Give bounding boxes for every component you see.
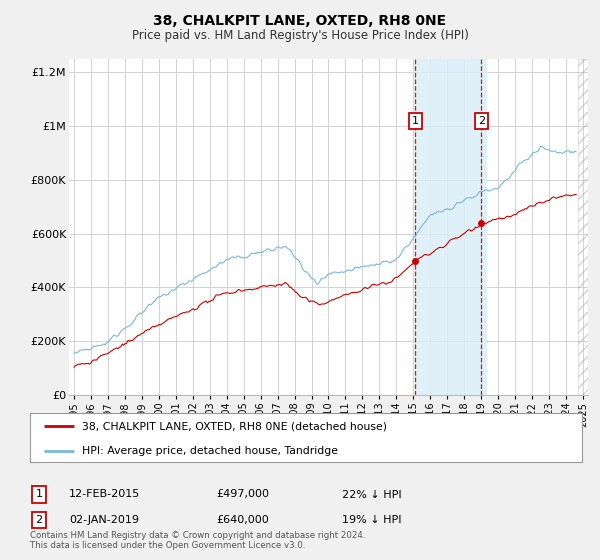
Text: 2: 2 bbox=[35, 515, 43, 525]
Bar bbox=[578, 59, 588, 395]
Text: 38, CHALKPIT LANE, OXTED, RH8 0NE (detached house): 38, CHALKPIT LANE, OXTED, RH8 0NE (detac… bbox=[82, 421, 388, 431]
Text: 02-JAN-2019: 02-JAN-2019 bbox=[69, 515, 139, 525]
Text: HPI: Average price, detached house, Tandridge: HPI: Average price, detached house, Tand… bbox=[82, 446, 338, 456]
Text: £640,000: £640,000 bbox=[216, 515, 269, 525]
Text: 12-FEB-2015: 12-FEB-2015 bbox=[69, 489, 140, 500]
Text: Price paid vs. HM Land Registry's House Price Index (HPI): Price paid vs. HM Land Registry's House … bbox=[131, 29, 469, 42]
Text: Contains HM Land Registry data © Crown copyright and database right 2024.
This d: Contains HM Land Registry data © Crown c… bbox=[30, 530, 365, 550]
Text: £497,000: £497,000 bbox=[216, 489, 269, 500]
Text: 19% ↓ HPI: 19% ↓ HPI bbox=[342, 515, 401, 525]
Text: 22% ↓ HPI: 22% ↓ HPI bbox=[342, 489, 401, 500]
Text: 38, CHALKPIT LANE, OXTED, RH8 0NE: 38, CHALKPIT LANE, OXTED, RH8 0NE bbox=[154, 14, 446, 28]
Bar bbox=[578, 59, 588, 395]
Text: 2: 2 bbox=[478, 115, 485, 125]
Text: 1: 1 bbox=[35, 489, 43, 500]
Text: 1: 1 bbox=[412, 115, 419, 125]
Bar bbox=[415, 59, 486, 395]
